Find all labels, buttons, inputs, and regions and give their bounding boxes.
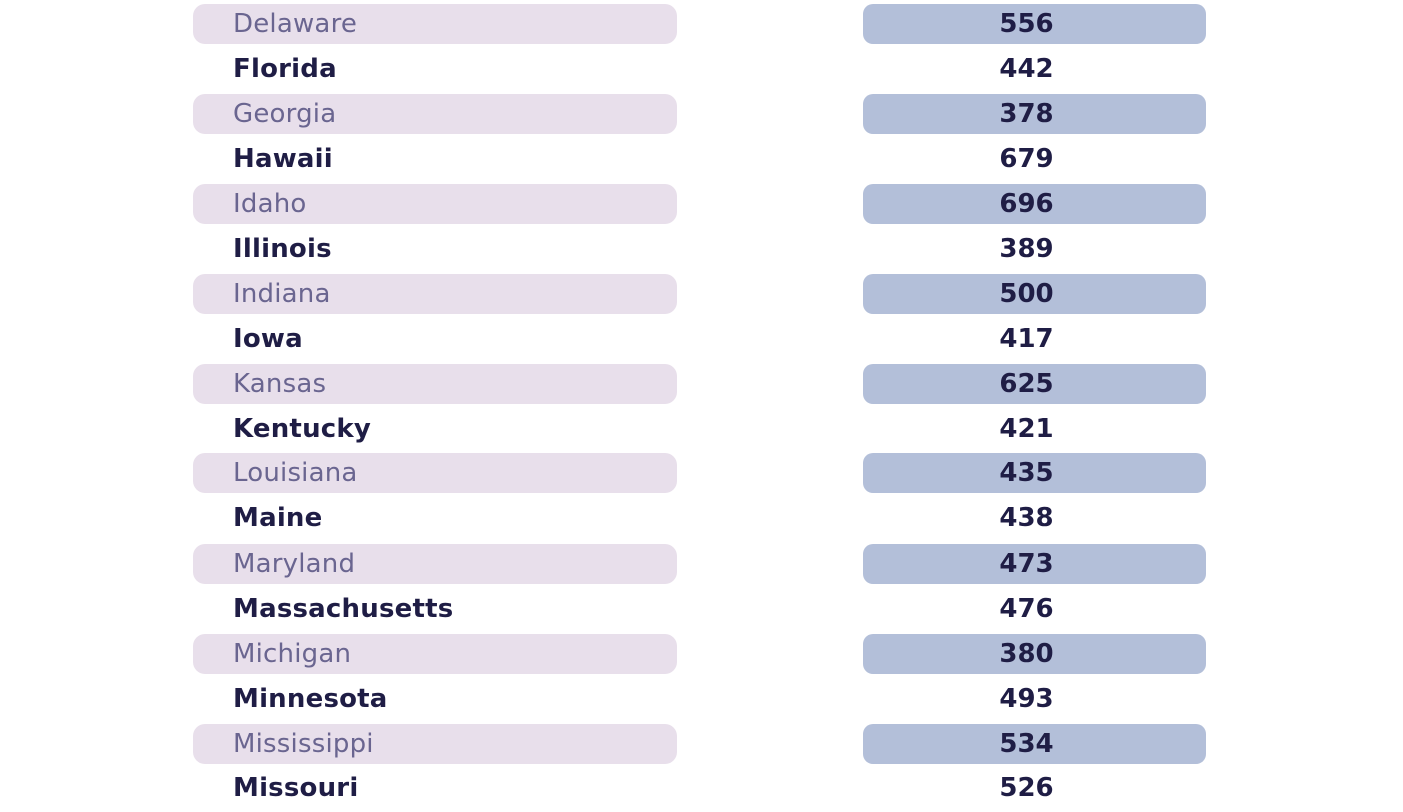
value-band [863, 184, 1206, 224]
table-row: Massachusetts 476 [0, 589, 1403, 629]
table-row: Idaho 696 [0, 184, 1403, 224]
state-name: Maine [233, 503, 323, 533]
state-name: Mississippi [233, 729, 374, 759]
table-row: Michigan 380 [0, 634, 1403, 674]
state-band [193, 724, 677, 764]
value-band [863, 724, 1206, 764]
state-name: Maryland [233, 549, 356, 579]
value-band [863, 453, 1206, 493]
table-row: Georgia 378 [0, 94, 1403, 134]
state-name: Florida [233, 54, 337, 84]
table-row: Indiana 500 [0, 274, 1403, 314]
state-name: Illinois [233, 234, 332, 264]
state-value: 556 [999, 9, 1054, 39]
table-row: Illinois 389 [0, 229, 1403, 269]
state-value: 438 [999, 503, 1054, 533]
state-value: 442 [999, 54, 1054, 84]
table-row: Delaware 556 [0, 4, 1403, 44]
state-band [193, 4, 677, 44]
table-row: Missouri 526 [0, 768, 1403, 808]
state-value: 625 [999, 369, 1054, 399]
state-name: Kansas [233, 369, 327, 399]
state-value: 696 [999, 189, 1054, 219]
state-value: 380 [999, 639, 1054, 669]
state-name: Idaho [233, 189, 307, 219]
state-value: 500 [999, 279, 1054, 309]
state-value: 435 [999, 458, 1054, 488]
state-value: 378 [999, 99, 1054, 129]
value-band [863, 4, 1206, 44]
state-value: 493 [999, 684, 1054, 714]
state-value: 534 [999, 729, 1054, 759]
table-row: Florida 442 [0, 49, 1403, 89]
state-value: 473 [999, 549, 1054, 579]
state-value: 421 [999, 414, 1054, 444]
state-band [193, 94, 677, 134]
state-name: Missouri [233, 773, 359, 803]
table-row: Louisiana 435 [0, 453, 1403, 493]
state-value: 476 [999, 594, 1054, 624]
state-name: Louisiana [233, 458, 358, 488]
value-band [863, 634, 1206, 674]
table-row: Hawaii 679 [0, 139, 1403, 179]
state-name: Massachusetts [233, 594, 454, 624]
state-name: Delaware [233, 9, 358, 39]
state-band [193, 364, 677, 404]
state-value: 389 [999, 234, 1054, 264]
table-row: Kansas 625 [0, 364, 1403, 404]
state-band [193, 544, 677, 584]
table-row: Maine 438 [0, 498, 1403, 538]
state-value: 417 [999, 324, 1054, 354]
table-row: Maryland 473 [0, 544, 1403, 584]
table-row: Mississippi 534 [0, 724, 1403, 764]
state-name: Iowa [233, 324, 303, 354]
state-band [193, 274, 677, 314]
value-band [863, 274, 1206, 314]
table-row: Kentucky 421 [0, 409, 1403, 449]
state-band [193, 453, 677, 493]
value-band [863, 544, 1206, 584]
state-name: Hawaii [233, 144, 333, 174]
state-value: 679 [999, 144, 1054, 174]
value-band [863, 94, 1206, 134]
value-band [863, 364, 1206, 404]
table-row: Iowa 417 [0, 319, 1403, 359]
state-name: Georgia [233, 99, 337, 129]
table-row: Minnesota 493 [0, 679, 1403, 719]
state-band [193, 634, 677, 674]
state-name: Minnesota [233, 684, 388, 714]
state-name: Kentucky [233, 414, 372, 444]
state-band [193, 184, 677, 224]
state-name: Michigan [233, 639, 352, 669]
state-name: Indiana [233, 279, 331, 309]
state-value: 526 [999, 773, 1054, 803]
